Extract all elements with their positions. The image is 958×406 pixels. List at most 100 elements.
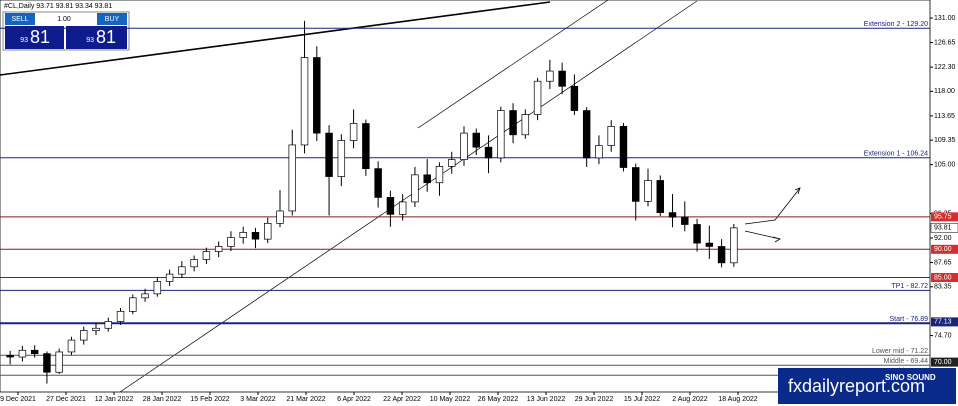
candle-body (570, 85, 579, 111)
candle-body (705, 242, 714, 247)
candle-body (533, 80, 542, 115)
candle-body (632, 167, 640, 202)
candle-body (104, 321, 112, 329)
candle-body (116, 310, 125, 322)
channel-line (417, 0, 609, 129)
sell-small: 93 (20, 37, 28, 44)
buy-price-box[interactable] (66, 26, 127, 49)
candle-body (288, 144, 296, 212)
candle-body (398, 201, 407, 215)
x-tick-label: 9 Dec 2021 (0, 396, 36, 403)
watermark-logo: SINO SOUND (885, 373, 936, 382)
candle-body (239, 232, 247, 238)
price-tag (931, 212, 958, 222)
x-tick-label: 15 Feb 2022 (190, 396, 229, 403)
candle-body (558, 70, 566, 87)
candle-body (325, 132, 333, 177)
candle-body (349, 123, 358, 141)
price-tag (930, 223, 958, 233)
candle-body (92, 327, 100, 331)
price-tag-label: 95.75 (934, 214, 952, 221)
candle-body (546, 70, 554, 82)
y-tick-label: 131.00 (934, 15, 956, 22)
y-tick-label: 126.65 (934, 39, 956, 46)
watermark: fxdailyreport.com (788, 376, 925, 396)
candle-body (43, 353, 51, 373)
candle-body (472, 132, 480, 148)
candle-body (141, 293, 149, 299)
candle-body (300, 57, 309, 146)
candle-body (497, 110, 505, 159)
candle-body (668, 212, 677, 218)
candle-body (80, 330, 88, 341)
candle-body (6, 354, 14, 358)
y-tick-label: 109.35 (934, 137, 956, 144)
candle-body (448, 159, 456, 167)
x-tick-label: 27 Dec 2021 (46, 396, 86, 403)
y-tick-label: 113.65 (934, 113, 955, 120)
level-label: Middle - 69.44 (884, 358, 928, 365)
candle-body (509, 110, 517, 136)
x-tick-label: 29 Jun 2022 (575, 396, 614, 403)
buy-button[interactable] (97, 13, 127, 25)
price-tag (931, 317, 958, 327)
candle-body (656, 180, 664, 213)
watermark-bg (778, 368, 956, 404)
level-label: Start - 76.89 (889, 316, 928, 323)
x-tick-label: 6 Apr 2022 (337, 396, 371, 403)
level-label: TP1 - 82.72 (891, 283, 928, 290)
candle-body (717, 246, 726, 264)
y-tick-label: 92.00 (934, 235, 952, 242)
trend-line (0, 1, 551, 76)
lot-size[interactable]: 1.00 (57, 16, 71, 23)
candle-body (129, 297, 137, 312)
price-tag-label: 77.13 (934, 319, 952, 326)
candle-body (460, 132, 468, 160)
x-tick-label: 28 Jan 2022 (143, 396, 182, 403)
x-tick-label: 22 Apr 2022 (383, 396, 421, 403)
candle-body (681, 216, 689, 225)
candle-body (18, 349, 27, 358)
price-tag-label: 70.00 (934, 359, 952, 366)
candle-body (521, 114, 530, 136)
candle-body (619, 125, 628, 168)
candle-body (435, 166, 444, 184)
price-tag-label: 90.00 (934, 246, 952, 253)
buy-label: BUY (105, 16, 120, 23)
channel-line (119, 0, 698, 393)
candle-body (153, 281, 162, 295)
sell-price-box[interactable] (5, 26, 64, 49)
price-tag-label: 93.81 (934, 225, 952, 232)
sell-button[interactable] (5, 13, 35, 25)
candle-body (644, 180, 652, 202)
candle-body (55, 351, 63, 373)
x-tick-label: 2 Aug 2022 (672, 396, 708, 403)
level-label: Extension 1 - 106.24 (864, 151, 928, 158)
candle-body (202, 251, 211, 260)
candle-body (693, 224, 701, 244)
header: #CL,Daily 93.71 93.81 93.34 93.81 (4, 3, 112, 10)
y-tick-label: 122.30 (934, 64, 956, 71)
price-tag (931, 273, 958, 283)
level-label: Lower mid - 71.22 (872, 348, 928, 355)
x-tick-label: 3 Mar 2022 (240, 396, 276, 403)
x-tick-label: 15 Jul 2022 (624, 396, 660, 403)
candle-body (423, 174, 431, 184)
candle-body (178, 266, 186, 275)
candle-body (227, 237, 235, 247)
candle-body (582, 110, 591, 159)
candle-body (67, 339, 76, 353)
y-tick-label: 83.35 (934, 284, 952, 291)
candle-body (411, 174, 419, 203)
y-tick-label: 105.00 (934, 162, 956, 169)
x-tick-label: 10 May 2022 (430, 396, 471, 403)
sell-label: SELL (11, 16, 28, 23)
candle-body (214, 246, 223, 252)
candle-body (264, 223, 272, 240)
y-tick-label: 87.65 (934, 259, 952, 266)
candle-body (276, 210, 284, 224)
price-tag (931, 244, 958, 254)
candle-body (165, 273, 174, 282)
trade-panel: SELL 1.00 BUY 93 81 93 81 (2, 11, 130, 51)
